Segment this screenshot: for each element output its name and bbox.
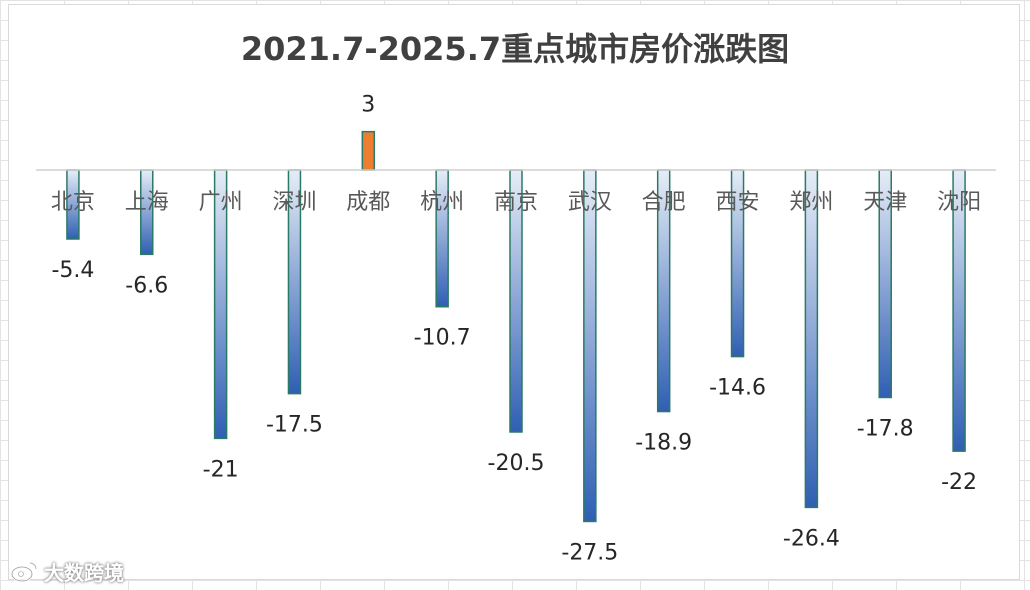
data-label: -17.8 [857, 416, 914, 441]
data-label: -10.7 [414, 326, 471, 351]
data-label: -21 [203, 457, 239, 482]
weibo-logo-icon [10, 561, 38, 583]
watermark: 大数跨境 [10, 556, 124, 586]
category-label: 郑州 [789, 190, 833, 215]
watermark-text: 大数跨境 [44, 560, 124, 585]
bar-成都[interactable] [361, 130, 376, 171]
data-label: -27.5 [561, 540, 618, 565]
category-label: 西安 [716, 190, 760, 215]
data-label: -22 [941, 470, 977, 495]
category-label: 沈阳 [937, 190, 981, 215]
category-label: 上海 [125, 190, 169, 215]
data-label: -18.9 [635, 431, 692, 456]
category-label: 南京 [494, 190, 538, 215]
data-label: -14.6 [709, 376, 766, 401]
category-label: 广州 [199, 190, 243, 215]
data-label: -5.4 [51, 258, 94, 283]
category-label: 深圳 [272, 190, 316, 215]
bar-武汉[interactable] [583, 169, 597, 523]
data-label: -20.5 [488, 451, 545, 476]
data-label: 3 [361, 93, 375, 118]
data-label: -26.4 [783, 526, 840, 551]
category-label: 天津 [863, 190, 907, 215]
category-label: 杭州 [420, 190, 464, 215]
category-label: 合肥 [642, 190, 686, 215]
category-label: 北京 [51, 190, 95, 215]
data-label: -17.5 [266, 413, 323, 438]
bar-郑州[interactable] [804, 169, 819, 509]
chart-title: 2021.7-2025.7重点城市房价涨跌图 [240, 30, 790, 68]
data-label: -6.6 [125, 273, 168, 298]
category-label: 武汉 [568, 190, 612, 215]
category-label: 成都 [346, 190, 390, 215]
